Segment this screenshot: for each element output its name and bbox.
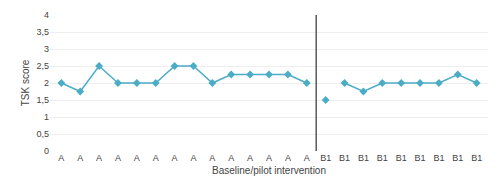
svg-text:A: A <box>266 153 272 163</box>
svg-text:2: 2 <box>44 78 49 88</box>
svg-text:A: A <box>190 153 196 163</box>
svg-text:0: 0 <box>44 146 49 156</box>
svg-text:3,5: 3,5 <box>36 27 49 37</box>
svg-text:A: A <box>304 153 310 163</box>
svg-text:1,5: 1,5 <box>36 95 49 105</box>
svg-text:Baseline/pilot intervention: Baseline/pilot intervention <box>212 165 326 176</box>
svg-text:A: A <box>96 153 102 163</box>
svg-text:0,5: 0,5 <box>36 129 49 139</box>
svg-text:3: 3 <box>44 44 49 54</box>
svg-text:A: A <box>247 153 253 163</box>
svg-text:B1: B1 <box>396 153 407 163</box>
svg-text:B1: B1 <box>433 153 444 163</box>
svg-text:B1: B1 <box>452 153 463 163</box>
svg-text:4: 4 <box>44 10 49 20</box>
svg-text:A: A <box>134 153 140 163</box>
svg-text:B1: B1 <box>471 153 482 163</box>
svg-text:A: A <box>77 153 83 163</box>
svg-text:B1: B1 <box>415 153 426 163</box>
svg-text:A: A <box>209 153 215 163</box>
svg-text:B1: B1 <box>320 153 331 163</box>
svg-text:A: A <box>58 153 64 163</box>
svg-text:A: A <box>172 153 178 163</box>
svg-text:2,5: 2,5 <box>36 61 49 71</box>
svg-text:B1: B1 <box>377 153 388 163</box>
svg-text:A: A <box>153 153 159 163</box>
svg-text:TSK score: TSK score <box>20 59 31 106</box>
svg-text:B1: B1 <box>339 153 350 163</box>
svg-text:B1: B1 <box>358 153 369 163</box>
svg-text:A: A <box>228 153 234 163</box>
svg-text:1: 1 <box>44 112 49 122</box>
svg-text:A: A <box>285 153 291 163</box>
svg-text:A: A <box>115 153 121 163</box>
